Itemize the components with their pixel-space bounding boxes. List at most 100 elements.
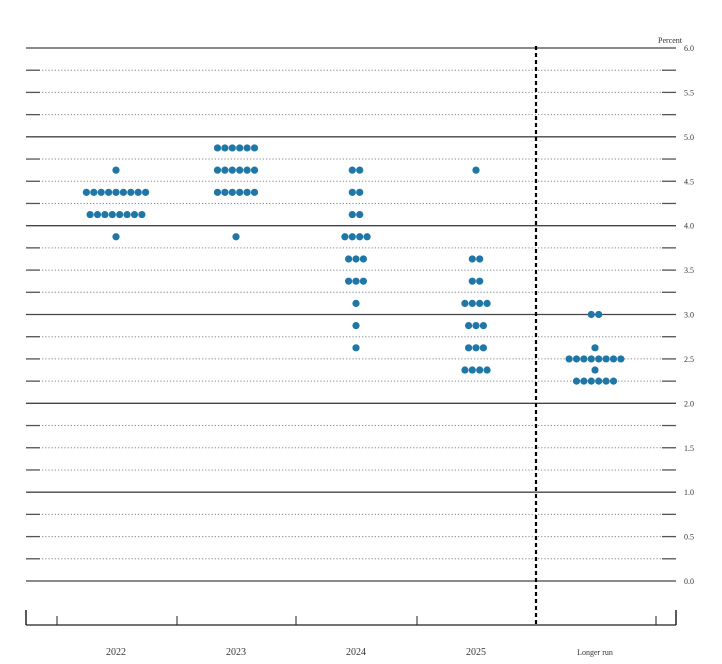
dot-point: [112, 166, 120, 174]
x-tick-label: 2025: [466, 647, 486, 658]
dot-point: [363, 233, 371, 241]
dot-point: [243, 188, 251, 196]
dot-point: [465, 344, 473, 352]
dot-point: [572, 355, 581, 363]
y-tick-label: 4.0: [684, 222, 694, 231]
dot-point: [476, 299, 484, 307]
x-tick-label: 2023: [226, 647, 246, 658]
dot-point: [468, 366, 476, 374]
y-tick-label: 3.5: [684, 266, 694, 275]
dot-point: [609, 377, 618, 385]
dot-point: [359, 255, 367, 263]
dot-point: [213, 144, 222, 152]
dot-point: [243, 166, 251, 174]
y-tick-label: 0.5: [684, 533, 694, 542]
dot-point: [108, 210, 116, 219]
dot-point: [472, 166, 480, 174]
dot-point: [591, 366, 599, 374]
dot-point: [213, 188, 222, 196]
y-tick-label: 6.0: [684, 44, 694, 53]
dot-point: [101, 210, 109, 219]
dot-point: [587, 355, 595, 363]
dot-point: [587, 377, 595, 385]
dot-point: [119, 188, 127, 196]
dot-point: [356, 210, 364, 219]
dot-point: [565, 355, 573, 363]
dot-point: [90, 188, 98, 196]
dot-point: [221, 166, 229, 174]
y-tick-label: 0.0: [684, 577, 694, 586]
x-tick-label: 2024: [346, 647, 366, 658]
dot-point: [472, 344, 480, 352]
dot-point: [97, 188, 105, 196]
dot-point: [472, 322, 480, 330]
dot-point: [348, 188, 356, 196]
y-tick-label: 2.5: [684, 355, 694, 364]
dot-point: [341, 233, 349, 241]
dot-point: [348, 233, 356, 241]
dot-point: [86, 210, 94, 219]
dot-point: [112, 233, 120, 241]
dot-point: [221, 188, 229, 196]
dot-point: [461, 366, 469, 374]
dots: [82, 144, 625, 385]
dot-point: [602, 377, 610, 385]
dot-point: [250, 144, 259, 152]
dot-point: [595, 310, 603, 319]
dot-point: [232, 233, 240, 241]
dot-point: [468, 299, 476, 307]
dot-point: [609, 355, 618, 363]
dot-point: [468, 255, 476, 263]
dot-point: [476, 366, 484, 374]
dot-point: [580, 355, 588, 363]
dot-point: [250, 188, 259, 196]
dot-point: [236, 144, 244, 152]
dot-point: [461, 299, 469, 307]
dot-point: [476, 255, 484, 263]
dot-point: [352, 344, 360, 352]
y-tick-label: 3.0: [684, 311, 694, 320]
dot-point: [348, 210, 356, 219]
dot-point: [250, 166, 259, 174]
dot-point: [479, 344, 487, 352]
dot-point: [595, 355, 603, 363]
dot-point: [243, 144, 251, 152]
dot-point: [580, 377, 588, 385]
y-tick-label: 4.5: [684, 177, 694, 186]
dot-point: [348, 166, 356, 174]
y-tick-label: 5.0: [684, 133, 694, 142]
dot-point: [228, 144, 236, 152]
dot-point: [572, 377, 581, 385]
y-tick-labels: 0.0 0.5 1.0 1.5 2.0 2.5 3.0 3.5 4.0 4.5 5.0 5.5 6.0: [684, 44, 694, 586]
dot-point: [123, 210, 131, 219]
dot-point: [116, 210, 124, 219]
dot-point: [93, 210, 102, 219]
dot-point: [356, 188, 364, 196]
dot-point: [228, 166, 236, 174]
dot-point: [476, 277, 484, 285]
y-axis-label: Percent: [658, 36, 683, 45]
dot-point: [468, 277, 476, 285]
x-tick-label: 2022: [106, 647, 126, 658]
dot-point: [82, 188, 90, 196]
dot-point: [352, 255, 360, 263]
dot-point: [483, 299, 491, 307]
dot-point: [595, 377, 603, 385]
dot-point: [221, 144, 229, 152]
dot-point: [356, 233, 364, 241]
dot-point: [617, 355, 625, 363]
dot-point: [356, 166, 364, 174]
dot-point: [352, 299, 360, 307]
dot-point: [345, 255, 353, 263]
y-tick-label: 2.0: [684, 399, 694, 408]
dot-point: [483, 366, 491, 374]
dot-point: [591, 344, 599, 352]
dot-point: [142, 188, 150, 196]
x-tick-label: Longer run: [577, 648, 613, 657]
dot-point: [345, 277, 353, 285]
dot-point: [213, 166, 222, 174]
dot-point: [602, 355, 610, 363]
dot-point: [134, 188, 142, 196]
dot-point: [138, 210, 146, 219]
